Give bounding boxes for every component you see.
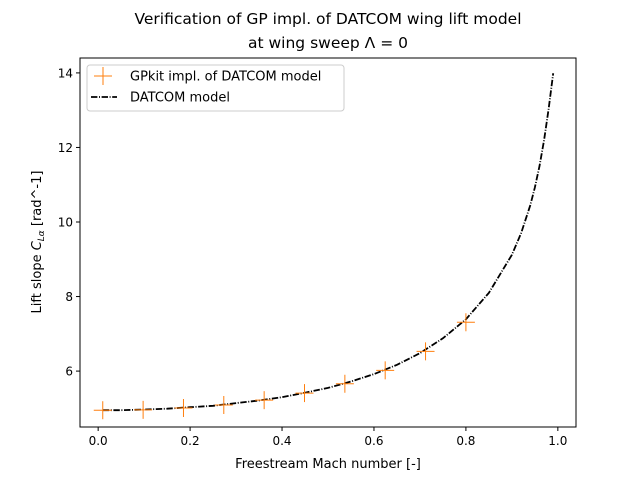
y-tick-label: 8 [65,290,73,304]
legend-marker-gpkit [94,67,112,85]
axes-frame [79,57,577,428]
data-point-gpkit [295,384,314,403]
x-tick-label: 0.2 [181,434,200,448]
y-tick-label: 6 [65,365,73,379]
y-axis-label-prefix: Lift slope [30,250,45,313]
chart-title-line2-symbol: Λ = 0 [365,34,408,52]
y-tick-label: 12 [58,141,73,155]
x-tick-label: 0.8 [456,434,475,448]
chart-title-line2: at wing sweep Λ = 0 [248,34,408,52]
data-point-gpkit [174,398,193,417]
legend-label-datcom: DATCOM model [130,91,230,106]
y-axis-label-suffix: [rad^-1] [30,171,45,231]
y-axis-label-subscript: Lα [37,230,47,241]
y-axis-label: Lift slope CLα [rad^-1] [30,171,47,314]
x-tick-label: 0.0 [89,434,108,448]
data-point-gpkit [93,401,112,420]
chart-title-line2-prefix: at wing sweep [248,34,365,52]
series-line-datcom [102,73,555,412]
x-tick-label: 0.6 [364,434,383,448]
data-point-gpkit [134,400,153,419]
y-tick-label: 14 [58,66,73,80]
legend-label-gpkit: GPkit impl. of DATCOM model [130,70,321,85]
legend-box [86,64,345,112]
data-point-gpkit [255,391,274,410]
plot-area: 0.0 0.2 0.4 0.6 0.8 1.0 6 8 10 12 14 [58,66,568,448]
chart-title-line1: Verification of GP impl. of DATCOM wing … [134,10,521,28]
data-point-gpkit [335,374,354,393]
data-point-gpkit [376,361,395,380]
y-axis-label-symbol: C [30,240,45,250]
y-tick-label: 10 [58,216,73,230]
data-point-gpkit [456,313,475,332]
legend: GPkit impl. of DATCOM model DATCOM model [86,64,345,112]
data-point-gpkit [214,396,233,415]
data-point-gpkit [416,342,435,361]
x-tick-label: 0.4 [272,434,291,448]
x-tick-label: 1.0 [548,434,567,448]
x-axis-label: Freestream Mach number [-] [235,457,421,472]
